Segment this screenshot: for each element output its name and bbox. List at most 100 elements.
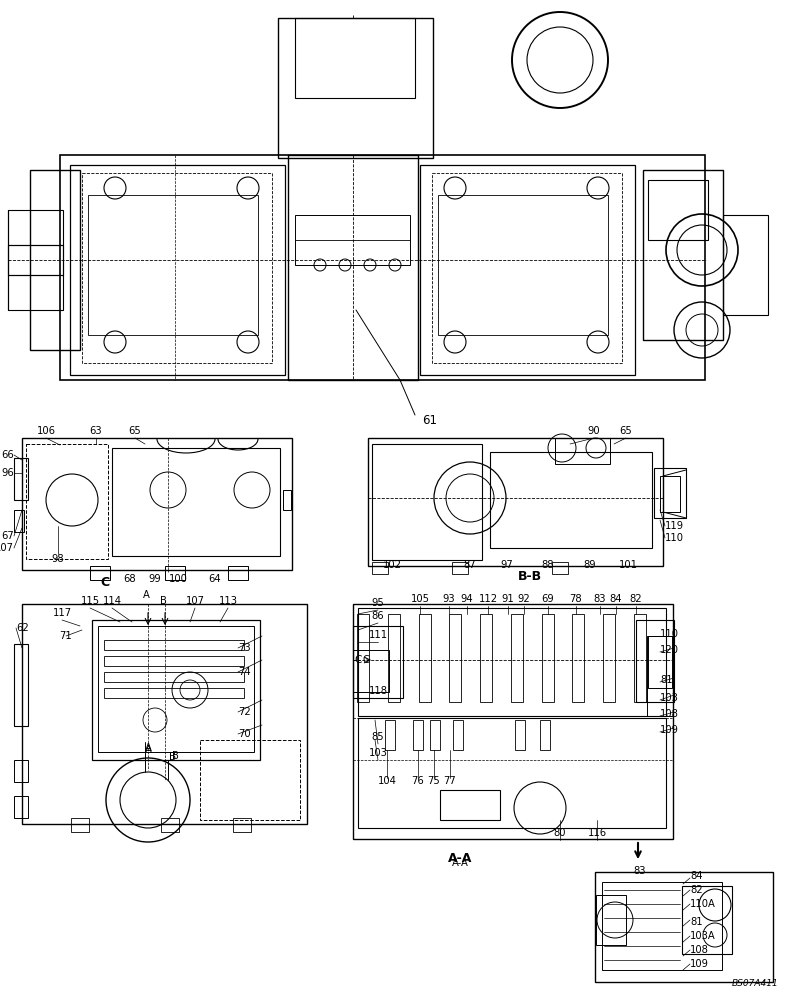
Bar <box>165 566 185 580</box>
Text: 82: 82 <box>690 885 703 895</box>
Text: 65: 65 <box>619 426 632 436</box>
Text: 109: 109 <box>690 959 709 969</box>
Bar <box>385 720 395 750</box>
Text: 103A: 103A <box>690 931 716 941</box>
Bar <box>682 886 732 954</box>
Bar <box>8 210 63 310</box>
Bar <box>104 640 244 650</box>
Bar <box>368 438 663 566</box>
Bar <box>420 165 635 375</box>
Bar <box>555 438 610 464</box>
Bar <box>388 614 400 702</box>
Text: 114: 114 <box>103 596 122 606</box>
Text: BS07A411: BS07A411 <box>732 979 778 988</box>
Bar <box>372 444 482 560</box>
Text: 88: 88 <box>542 560 554 570</box>
Text: 117: 117 <box>53 608 72 618</box>
Text: A: A <box>144 745 151 755</box>
Text: 78: 78 <box>570 594 583 604</box>
Bar <box>233 818 251 832</box>
Text: 107: 107 <box>185 596 205 606</box>
Text: 64: 64 <box>209 574 221 584</box>
Bar <box>440 790 500 820</box>
Text: 69: 69 <box>541 594 554 604</box>
Bar <box>228 566 248 580</box>
Bar <box>90 566 110 580</box>
Bar <box>26 444 108 559</box>
Text: 110A: 110A <box>690 899 716 909</box>
Bar <box>14 760 28 782</box>
Bar <box>648 180 708 240</box>
Bar <box>643 170 723 340</box>
Bar <box>30 170 80 350</box>
Text: 100: 100 <box>169 574 187 584</box>
Text: 98: 98 <box>52 554 64 564</box>
Bar <box>22 438 292 570</box>
Bar <box>92 620 260 760</box>
Bar <box>104 672 244 682</box>
Bar <box>98 626 254 752</box>
Bar <box>358 608 666 716</box>
Bar <box>71 818 89 832</box>
Text: 83: 83 <box>634 866 646 876</box>
Text: 91: 91 <box>501 594 514 604</box>
Bar <box>572 614 584 702</box>
Text: 80: 80 <box>554 828 566 838</box>
Bar <box>278 18 433 158</box>
Text: 84: 84 <box>610 594 622 604</box>
Text: 102: 102 <box>383 560 401 570</box>
Text: 94: 94 <box>461 594 474 604</box>
Bar <box>515 720 525 750</box>
Bar <box>552 562 568 574</box>
Text: 85: 85 <box>372 732 384 742</box>
Text: 84: 84 <box>690 871 703 881</box>
Bar <box>22 604 307 824</box>
Bar <box>353 604 673 839</box>
Text: 96: 96 <box>2 468 14 478</box>
Text: A-A: A-A <box>451 858 468 868</box>
Text: 110: 110 <box>665 533 684 543</box>
Text: 63: 63 <box>90 426 103 436</box>
Bar <box>353 650 389 692</box>
Bar <box>648 636 672 688</box>
Text: 83: 83 <box>594 594 607 604</box>
Text: 95: 95 <box>372 598 384 608</box>
Bar <box>14 458 28 500</box>
Text: A: A <box>145 743 151 753</box>
Text: 86: 86 <box>372 611 384 621</box>
Text: 92: 92 <box>517 594 530 604</box>
Bar <box>541 614 554 702</box>
Bar <box>430 720 440 750</box>
Text: 115: 115 <box>80 596 100 606</box>
Text: 93: 93 <box>443 594 455 604</box>
Bar <box>453 720 463 750</box>
Bar <box>654 468 686 518</box>
Bar <box>353 626 403 698</box>
Text: 113: 113 <box>218 596 237 606</box>
Bar <box>82 173 272 363</box>
Text: 103: 103 <box>660 693 679 703</box>
Text: 87: 87 <box>464 560 476 570</box>
Text: 82: 82 <box>630 594 642 604</box>
Bar <box>602 882 722 970</box>
Text: 106: 106 <box>37 426 56 436</box>
Bar <box>449 614 462 702</box>
Text: 118: 118 <box>369 686 388 696</box>
Bar <box>636 620 674 702</box>
Bar <box>283 490 291 510</box>
Text: 108: 108 <box>660 709 679 719</box>
Bar <box>88 195 258 335</box>
Bar <box>647 636 673 716</box>
Text: 110: 110 <box>660 629 679 639</box>
Text: 72: 72 <box>238 707 251 717</box>
Text: C: C <box>362 655 369 665</box>
Text: 99: 99 <box>149 574 162 584</box>
Text: 66: 66 <box>2 450 14 460</box>
Text: 62: 62 <box>16 623 29 633</box>
Text: 65: 65 <box>129 426 142 436</box>
Bar <box>295 215 410 265</box>
Text: 67: 67 <box>2 531 14 541</box>
Text: B: B <box>172 751 178 761</box>
Text: 105: 105 <box>411 594 430 604</box>
Text: 81: 81 <box>690 917 703 927</box>
